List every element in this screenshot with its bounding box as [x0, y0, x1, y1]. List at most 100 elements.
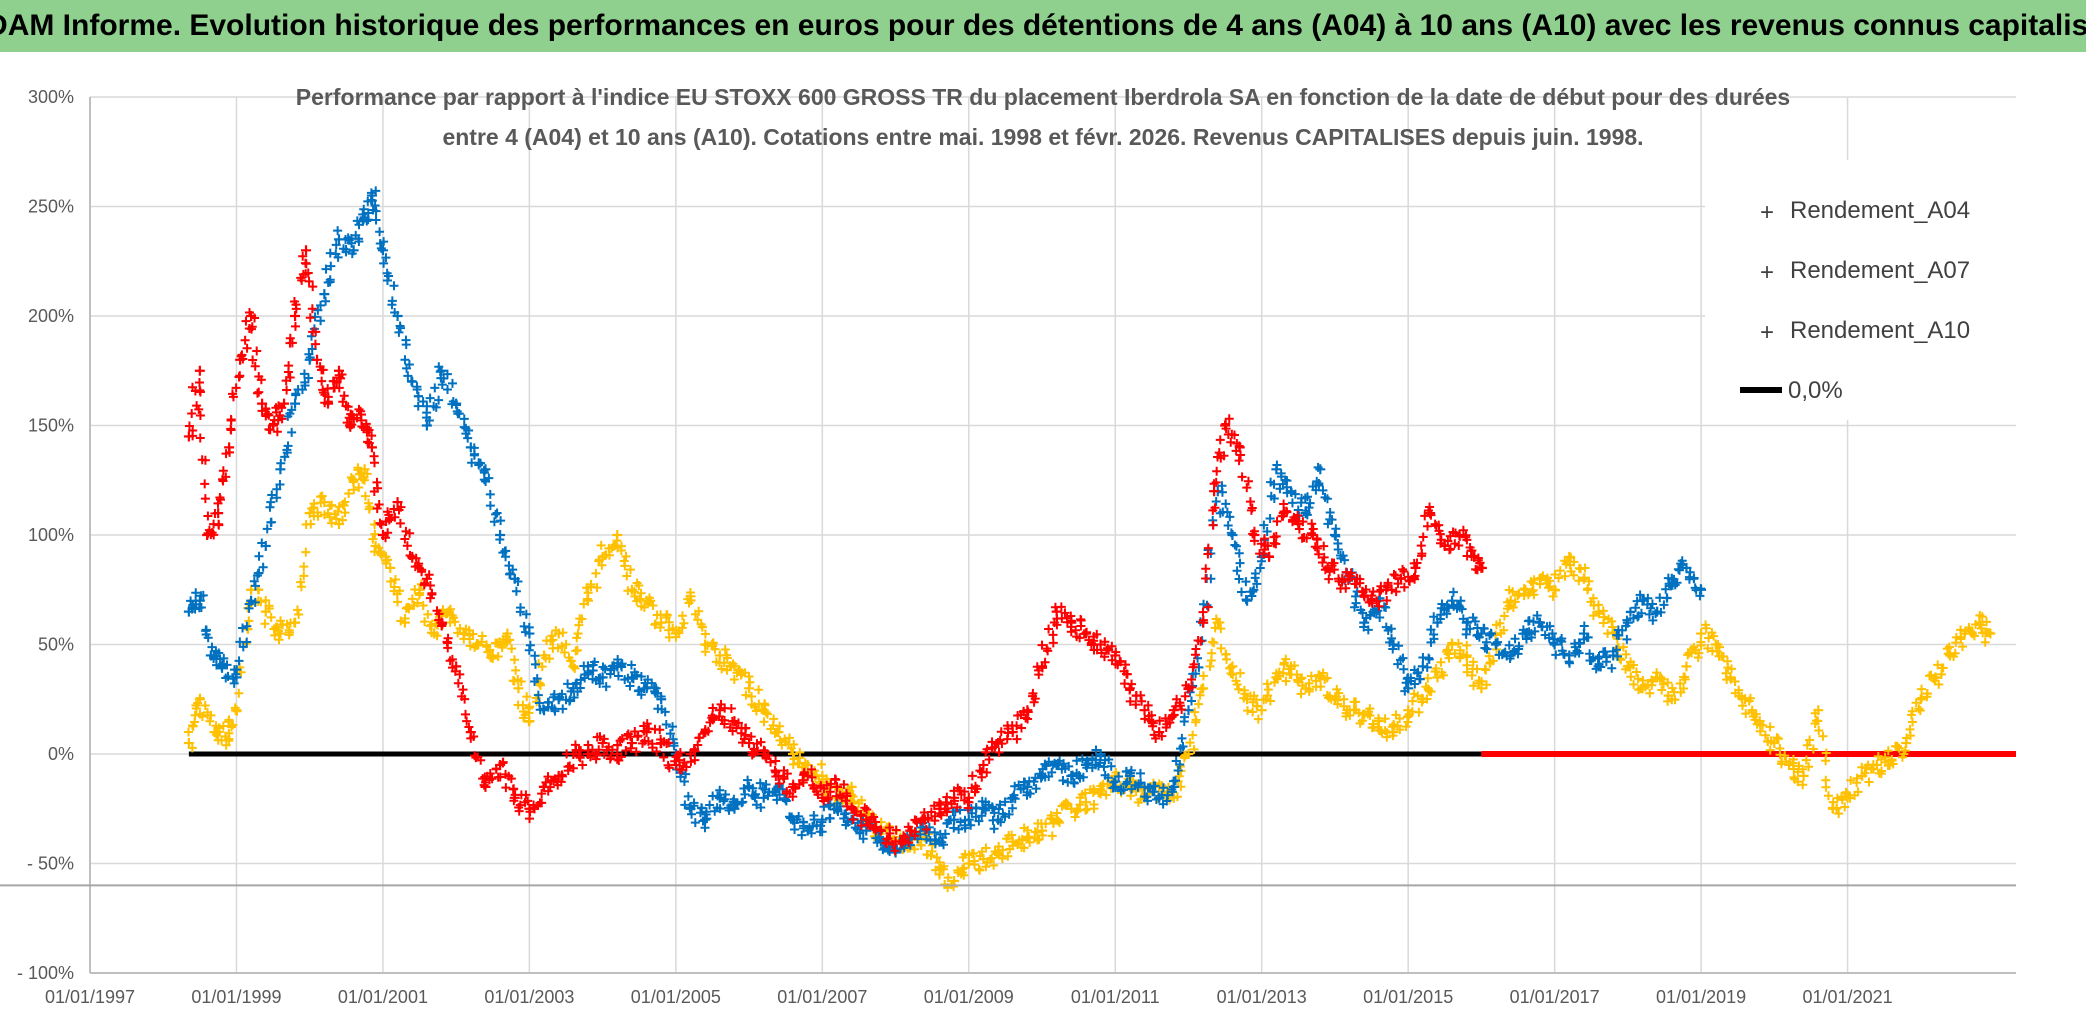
data-point-cluster [600, 664, 610, 674]
data-point-cluster [621, 745, 631, 755]
data-point-cluster [573, 629, 583, 639]
data-point [421, 420, 432, 431]
data-point-cluster [1024, 832, 1034, 842]
data-point-cluster [850, 823, 860, 833]
data-point-cluster [846, 790, 856, 800]
data-point-cluster [1372, 596, 1382, 606]
data-point-cluster [294, 609, 304, 619]
data-point-cluster [648, 601, 658, 611]
data-point-cluster [343, 402, 353, 412]
data-point-cluster [1917, 684, 1927, 694]
data-point-cluster [959, 863, 969, 873]
data-point-cluster [995, 850, 1005, 860]
data-point-cluster [826, 779, 836, 789]
data-point-cluster [511, 586, 521, 596]
data-point-cluster [1906, 731, 1915, 741]
data-point-cluster [536, 680, 546, 690]
data-point-cluster [989, 824, 999, 834]
data-point-cluster [1338, 551, 1348, 561]
data-point-cluster [1099, 652, 1109, 662]
data-point-cluster [263, 409, 273, 419]
data-point-cluster [904, 838, 914, 848]
data-point-cluster [1557, 637, 1567, 647]
data-point-cluster [1314, 549, 1324, 559]
data-point-cluster [359, 472, 369, 482]
legend-marker-a10: + [1760, 319, 1774, 346]
data-point-cluster [1626, 672, 1636, 682]
data-point-cluster [1510, 597, 1520, 607]
data-point-cluster [445, 604, 455, 614]
data-point-cluster [885, 828, 895, 838]
data-point-cluster [563, 766, 573, 776]
data-point-cluster [1410, 571, 1420, 581]
data-point-cluster [1473, 553, 1483, 563]
data-point-cluster [358, 474, 368, 484]
data-point-cluster [1100, 637, 1110, 647]
data-point-cluster [1231, 676, 1241, 686]
data-point-cluster [496, 516, 506, 526]
data-point-cluster [1374, 587, 1384, 597]
data-point-cluster [412, 384, 422, 394]
data-point-cluster [404, 604, 414, 614]
data-point-cluster [694, 606, 704, 616]
data-point-cluster [1187, 696, 1196, 706]
data-point-cluster [1306, 528, 1316, 538]
data-point-cluster [1367, 598, 1377, 608]
data-point-cluster [1302, 533, 1312, 543]
data-point-cluster [1209, 479, 1219, 489]
data-point-cluster [982, 768, 992, 778]
data-point-cluster [1249, 526, 1259, 536]
data-point-cluster [875, 825, 885, 835]
data-point-cluster [1000, 797, 1010, 807]
data-point [1007, 727, 1018, 738]
data-point-cluster [1565, 658, 1575, 668]
data-point-cluster [498, 757, 508, 767]
data-point-cluster [1212, 466, 1222, 476]
data-point-cluster [1295, 674, 1305, 684]
data-point-cluster [622, 571, 632, 581]
data-point-cluster [1413, 667, 1423, 677]
data-point-cluster [1574, 648, 1584, 658]
data-point-cluster [1672, 578, 1682, 588]
data-point-cluster [709, 713, 719, 723]
data-point-cluster [443, 384, 453, 394]
data-point-cluster [1675, 678, 1685, 688]
data-point-cluster [733, 718, 743, 728]
data-point-cluster [1114, 772, 1124, 782]
data-point-cluster [1656, 673, 1666, 683]
data-point-cluster [306, 519, 316, 529]
data-point-cluster [1312, 535, 1322, 545]
data-point-cluster [415, 588, 425, 598]
data-point-cluster [413, 391, 423, 401]
data-point-cluster [1072, 805, 1082, 815]
data-point-cluster [1175, 760, 1185, 770]
data-point-cluster [1823, 791, 1833, 801]
data-point [1622, 617, 1633, 628]
data-point-cluster [1612, 630, 1622, 640]
data-point-cluster [260, 619, 270, 629]
data-point-cluster [207, 528, 217, 538]
data-point-cluster [1394, 641, 1404, 651]
data-point-cluster [382, 275, 392, 285]
data-point-cluster [379, 258, 389, 268]
data-point-cluster [719, 719, 729, 729]
data-point-cluster [1361, 584, 1371, 594]
data-point-cluster [443, 633, 453, 643]
data-point-cluster [839, 780, 849, 790]
axes [0, 97, 2016, 974]
data-point-cluster [272, 493, 282, 503]
data-point [597, 672, 608, 683]
data-point-cluster [642, 719, 652, 729]
data-point-cluster [1469, 681, 1479, 691]
data-point-cluster [305, 352, 315, 362]
data-point-cluster [254, 551, 264, 561]
data-point-cluster [616, 752, 626, 762]
y-tick-label: - 50% [27, 854, 74, 874]
data-point-cluster [1333, 544, 1343, 554]
data-point-cluster [1236, 450, 1246, 460]
data-point-cluster [862, 804, 872, 814]
data-point-cluster [1296, 689, 1306, 699]
data-point-cluster [710, 644, 720, 654]
data-point-cluster [283, 441, 293, 451]
data-point-cluster [232, 665, 242, 675]
